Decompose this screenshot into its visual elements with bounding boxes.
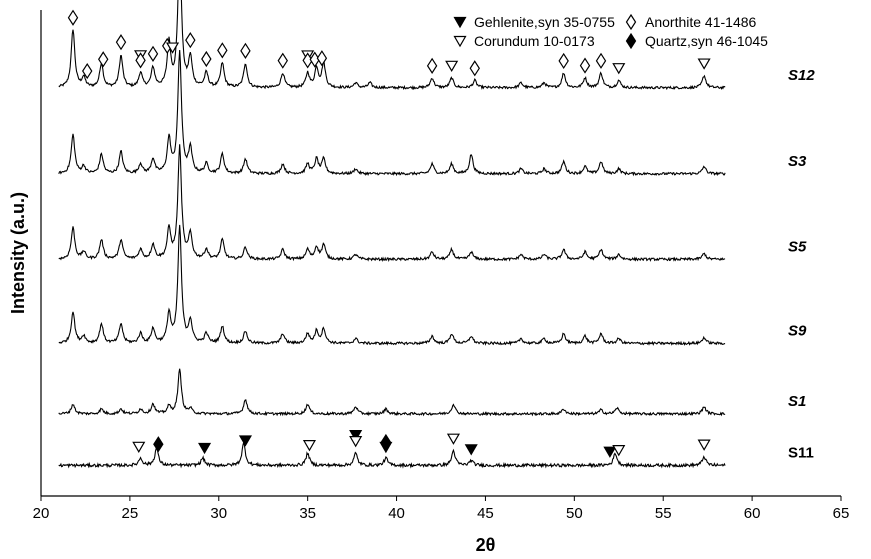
marker-diamond-filled-icon: [153, 436, 164, 453]
marker-diamond-open-icon: [217, 42, 228, 59]
series-S12: S12: [58, 0, 815, 91]
marker-diamond-open-icon: [135, 52, 146, 69]
marker-diamond-open-icon: [98, 51, 109, 68]
marker-diamond-open-icon: [147, 45, 159, 62]
marker-triangle-open-icon: [302, 440, 316, 452]
marker-diamond-open-icon: [82, 62, 93, 80]
marker-triangle-open-icon: [132, 441, 146, 454]
marker-triangle-filled-icon: [238, 435, 252, 447]
marker-triangle-open-icon: [166, 42, 180, 54]
x-tick-label: 20: [33, 505, 50, 522]
marker-diamond-open-icon: [277, 52, 288, 69]
marker-triangle-open-icon: [697, 58, 711, 70]
marker-triangle-filled-icon: [349, 430, 363, 442]
legend-item: Corundum 10-0173: [453, 33, 595, 49]
series-label: S11: [788, 444, 814, 461]
x-tick-label: 30: [210, 505, 227, 522]
marker-triangle-open-icon: [697, 439, 711, 451]
series-label: S9: [788, 322, 807, 339]
marker-triangle-open-icon: [445, 60, 459, 72]
legend: Gehlenite,syn 35-0755 Corundum 10-0173 Ano…: [453, 13, 768, 50]
marker-diamond-open-icon: [115, 34, 127, 51]
x-tick-label: 35: [299, 505, 316, 522]
marker-triangle-filled-icon: [603, 446, 617, 458]
x-tick-label: 60: [744, 505, 761, 522]
series-S9: S9: [58, 224, 807, 347]
legend-item: Quartz,syn 46-1045: [625, 32, 768, 50]
x-tick-label: 45: [477, 505, 494, 522]
series-trace: [58, 440, 726, 469]
legend-label: Quartz,syn 46-1045: [645, 33, 768, 49]
marker-diamond-open-icon: [469, 60, 480, 77]
series-label: S3: [788, 153, 807, 170]
x-tick-label: 65: [833, 505, 850, 522]
legend-triangle-open-icon: [453, 35, 467, 48]
marker-diamond-open-icon: [185, 32, 196, 49]
series-label: S1: [788, 393, 806, 410]
marker-diamond-open-icon: [67, 9, 79, 26]
marker-diamond-open-icon: [558, 52, 569, 70]
axes: 20 25 30 35 40 45 50 55 60 65: [33, 10, 850, 522]
x-tick-label: 40: [388, 505, 405, 522]
series-S1: S1: [58, 368, 806, 417]
marker-diamond-open-icon: [240, 42, 251, 59]
x-axis-title: 2θ: [476, 535, 496, 555]
legend-diamond-open-icon: [625, 13, 637, 31]
series-S3: S3: [58, 49, 807, 177]
legend-item: Anorthite 41-1486: [625, 13, 757, 31]
marker-triangle-filled-icon: [464, 444, 478, 456]
marker-diamond-open-icon: [426, 57, 438, 74]
legend-label: Gehlenite,syn 35-0755: [474, 14, 615, 30]
marker-triangle-open-icon: [446, 433, 460, 445]
series-S5: S5: [58, 144, 807, 263]
series-layer: S12 S3 S5 S9 S1 S11: [58, 0, 815, 469]
series-label: S12: [788, 67, 815, 84]
marker-triangle-open-icon: [612, 63, 626, 75]
series-label: S5: [788, 238, 807, 255]
legend-label: Anorthite 41-1486: [645, 14, 757, 30]
legend-label: Corundum 10-0173: [474, 33, 595, 49]
x-tick-label: 25: [122, 505, 139, 522]
series-trace: [58, 49, 726, 177]
marker-triangle-filled-icon: [198, 442, 212, 455]
y-axis-title: Intensity (a.u.): [8, 192, 28, 314]
marker-diamond-open-icon: [201, 50, 212, 68]
legend-item: Gehlenite,syn 35-0755: [453, 14, 615, 30]
x-tick-label: 55: [655, 505, 672, 522]
marker-triangle-filled-icon: [379, 441, 393, 454]
series-trace: [58, 0, 726, 91]
marker-triangle-open-icon: [349, 436, 363, 448]
marker-diamond-open-icon: [316, 50, 328, 67]
marker-diamond-open-icon: [579, 57, 591, 74]
series-trace: [58, 144, 726, 263]
marker-diamond-open-icon: [595, 52, 607, 69]
marker-triangle-open-icon: [612, 445, 626, 457]
legend-diamond-filled-icon: [625, 32, 637, 50]
series-S11: S11: [58, 430, 814, 469]
series-trace: [58, 368, 726, 417]
x-tick-label: 50: [566, 505, 583, 522]
legend-triangle-filled-icon: [453, 16, 467, 29]
series-trace: [58, 224, 726, 347]
